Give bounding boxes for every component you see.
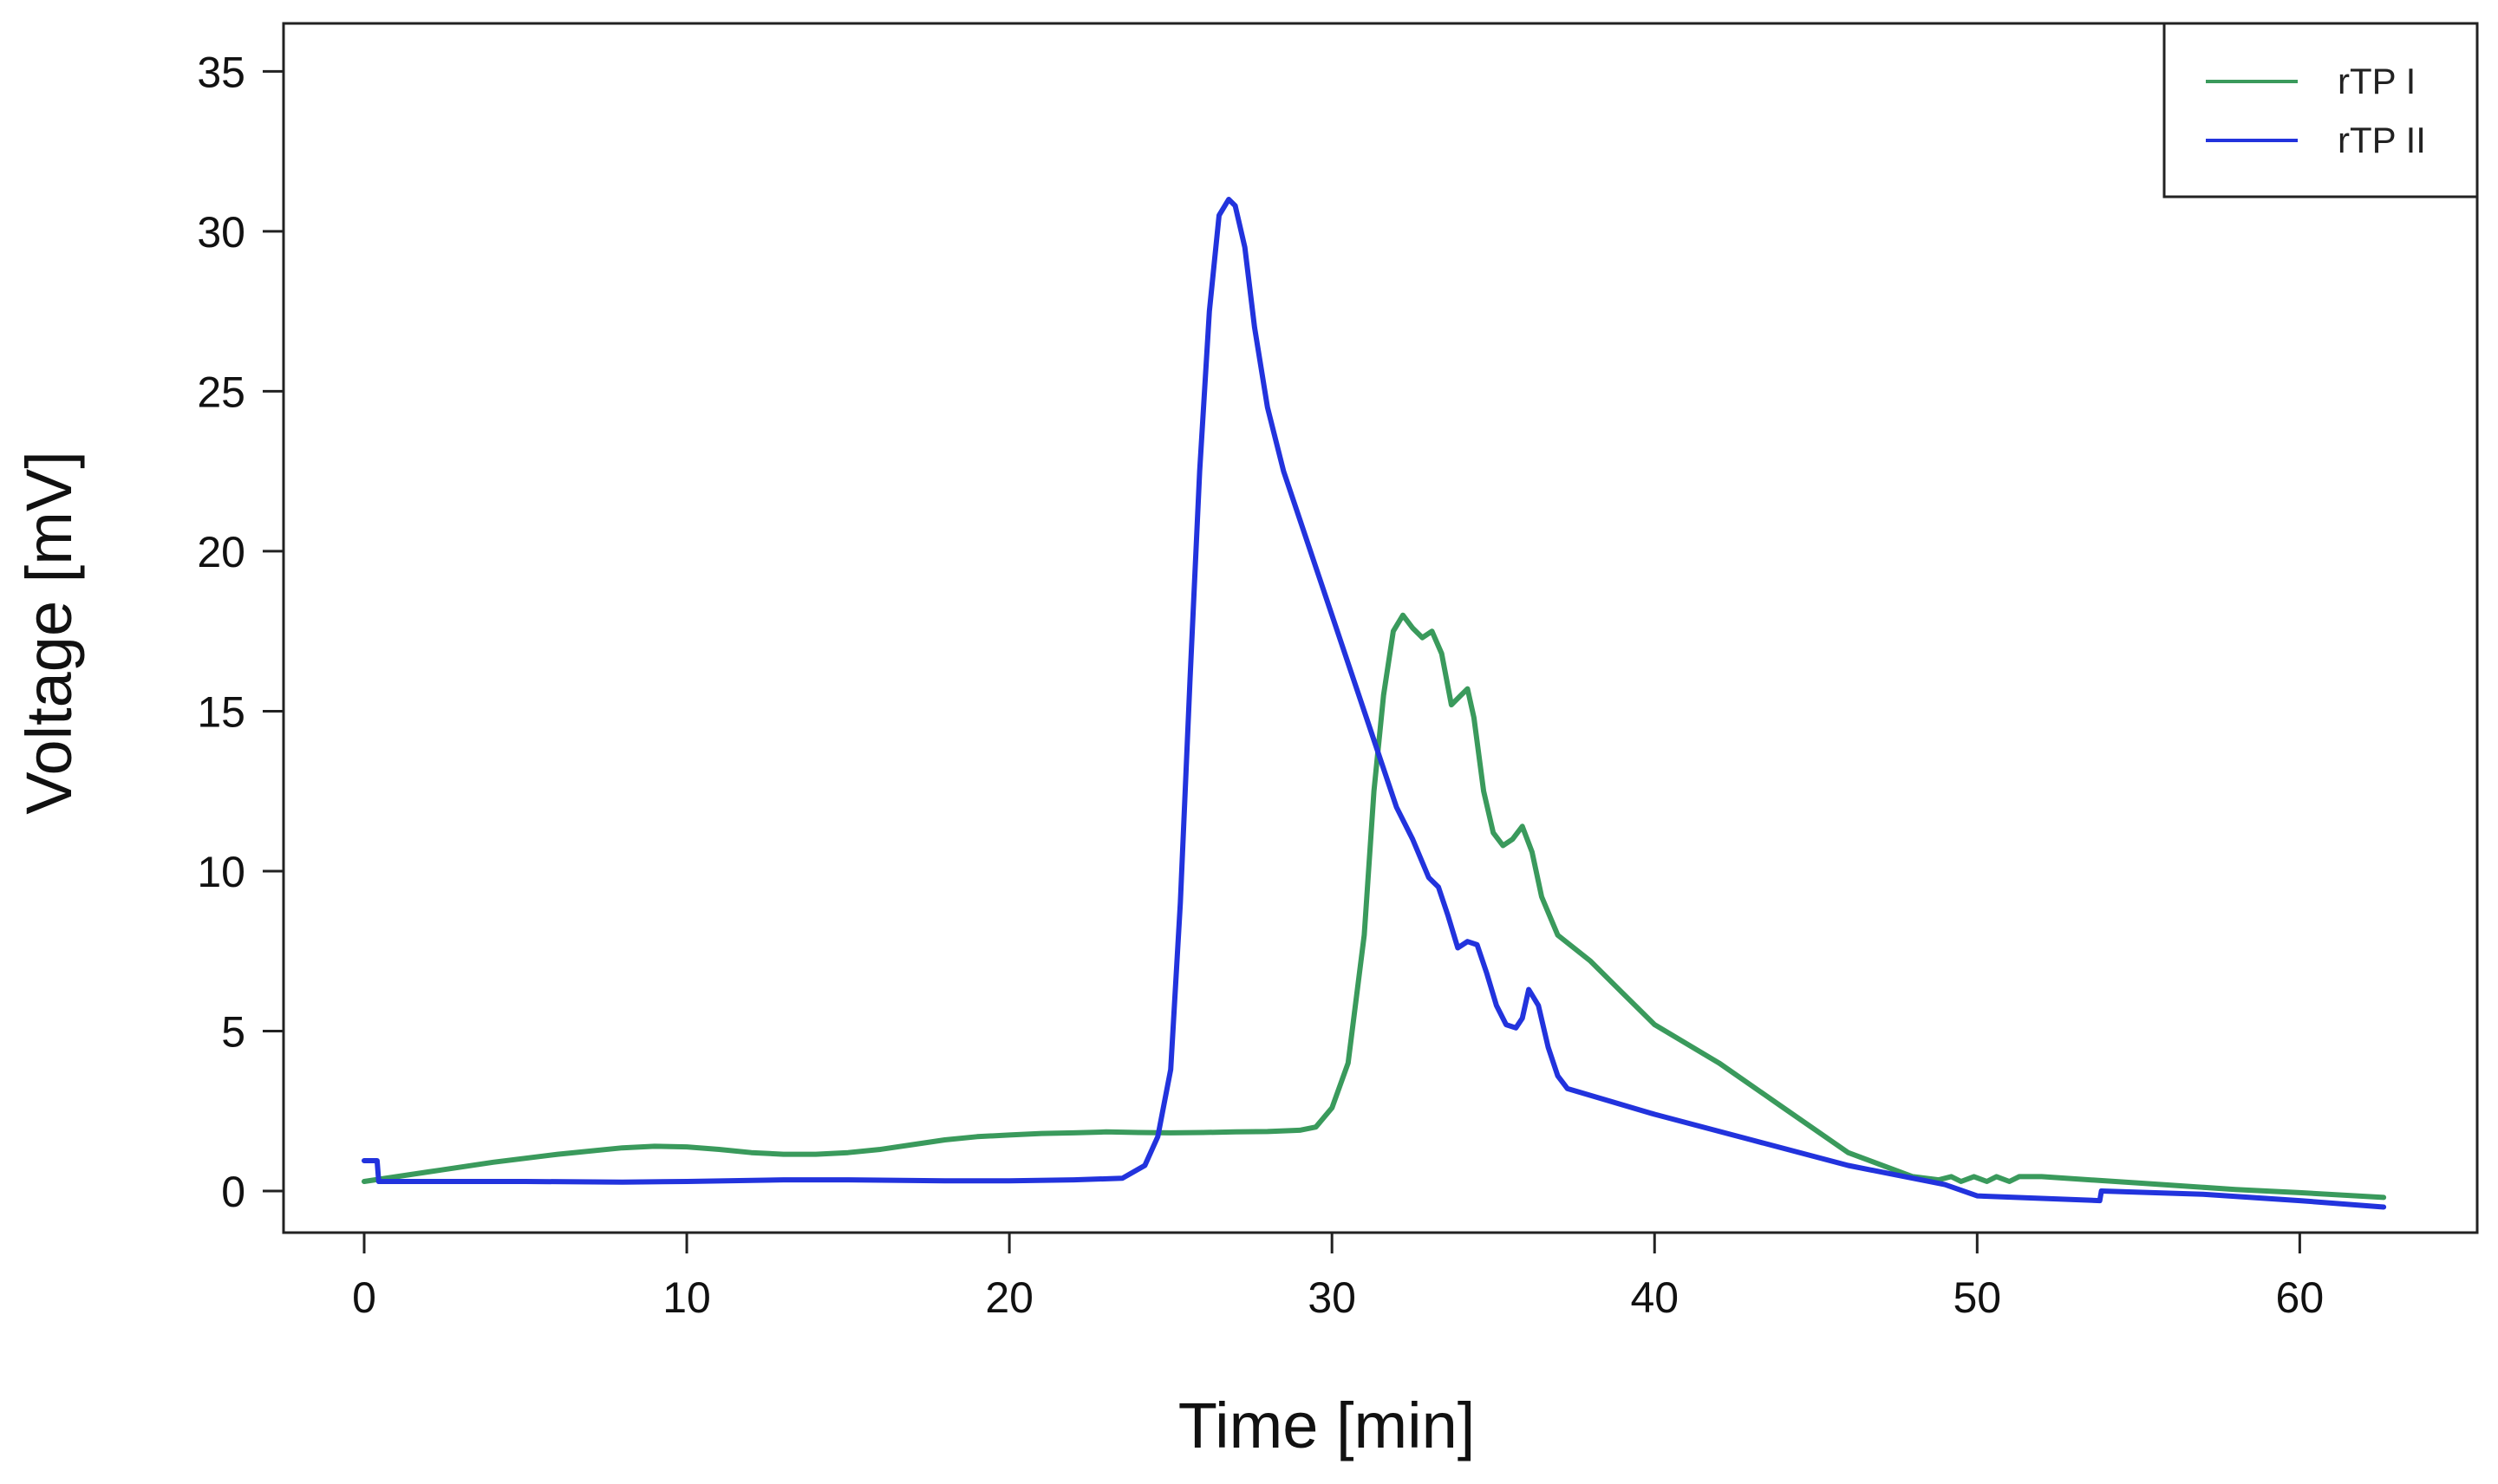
x-tick-label: 20 (985, 1273, 1034, 1322)
series-lines (362, 197, 2387, 1210)
legend-label-rtp-ii: rTP II (2338, 120, 2426, 160)
legend-box (2162, 22, 2479, 199)
y-tick-label: 5 (221, 1008, 245, 1057)
series-line-rtp-ii (362, 197, 2387, 1210)
series-line-rtp-i (362, 612, 2387, 1201)
y-tick-label: 30 (197, 208, 245, 257)
y-axis: 0 5 10 15 20 25 30 35 (197, 48, 284, 1216)
y-tick-label: 10 (197, 848, 245, 896)
plot-frame (282, 22, 2479, 1234)
y-tick-label: 20 (197, 528, 245, 576)
x-tick-label: 60 (2276, 1273, 2325, 1322)
y-axis-title: Voltage [mV] (13, 451, 85, 815)
x-tick-label: 50 (1953, 1273, 2001, 1322)
legend-label-rtp-i: rTP I (2338, 61, 2416, 101)
y-tick-label: 35 (197, 48, 245, 96)
y-tick-label: 25 (197, 368, 245, 416)
x-axis-title: Time [min] (1178, 1390, 1476, 1461)
x-tick-label: 40 (1630, 1273, 1679, 1322)
x-tick-label: 30 (1308, 1273, 1356, 1322)
x-axis: 0 10 20 30 40 50 60 (352, 1233, 2324, 1322)
y-tick-label: 0 (221, 1168, 245, 1216)
x-tick-label: 10 (662, 1273, 711, 1322)
x-tick-label: 0 (352, 1273, 376, 1322)
y-tick-label: 15 (197, 687, 245, 736)
legend: rTP I rTP II (2162, 22, 2479, 199)
